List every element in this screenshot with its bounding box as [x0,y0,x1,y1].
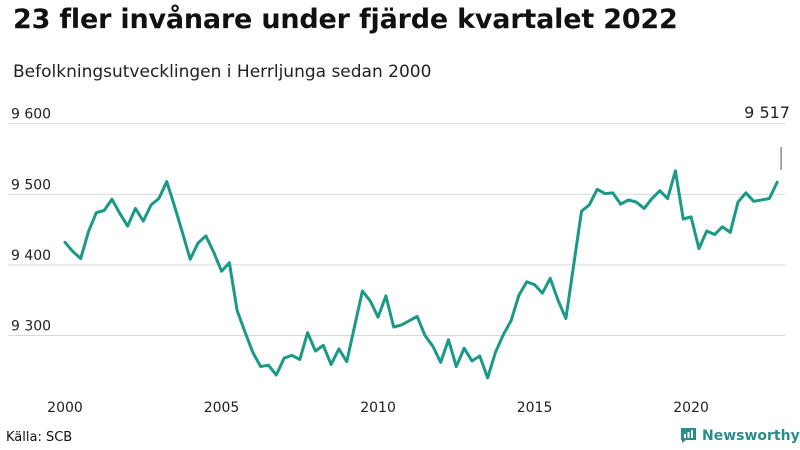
brand-name: Newsworthy [702,427,800,444]
x-tick-label: 2000 [47,400,83,416]
gridlines [8,123,785,337]
annotation-label: 9 517 [744,103,790,122]
y-tick-label: 9 500 [11,177,51,193]
y-tick-label: 9 300 [11,319,51,335]
x-axis-ticks: 2000 2005 2010 2015 2020 [47,400,709,416]
x-tick-label: 2015 [517,400,553,416]
brand-logo[interactable]: Newsworthy [680,427,800,444]
y-axis-ticks: 9 300 9 400 9 500 9 600 [11,107,51,335]
y-tick-label: 9 600 [11,107,51,123]
page-title: 23 fler invånare under fjärde kvartalet … [13,4,678,35]
annotation-layer: 9 517 [744,103,790,170]
x-tick-label: 2005 [204,400,240,416]
series-line [63,169,779,380]
x-tick-label: 2020 [673,400,709,416]
bar-chart-logo-icon [681,428,696,443]
page-subtitle: Befolkningsutvecklingen i Herrljunga sed… [13,62,432,82]
x-tick-label: 2010 [360,400,396,416]
source-note: Källa: SCB [6,430,73,445]
y-tick-label: 9 400 [11,248,51,264]
series-line-layer [63,169,779,380]
